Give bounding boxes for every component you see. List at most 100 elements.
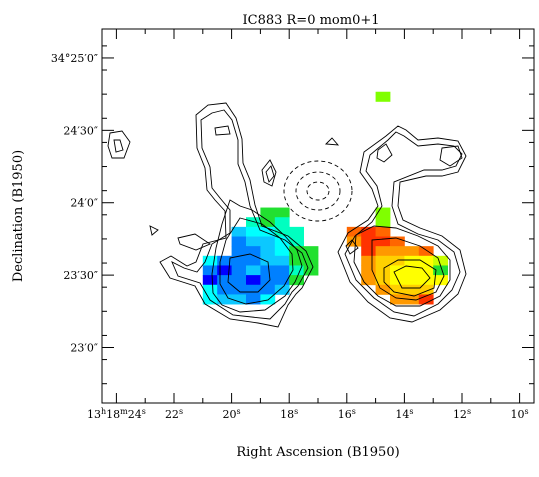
heatmap-pixel xyxy=(418,246,434,257)
plot-frame xyxy=(101,28,535,404)
heatmap-pixel xyxy=(390,275,405,286)
heatmap-pixel xyxy=(404,275,420,286)
heatmap-pixel xyxy=(217,255,232,266)
y-tick-label: 34°25′0″ xyxy=(51,52,98,65)
heatmap-pixel xyxy=(231,236,247,247)
heatmap-pixel xyxy=(231,265,247,276)
y-tick-label: 24′30″ xyxy=(63,124,98,137)
heatmap-pixel xyxy=(274,226,290,237)
heatmap-pixel xyxy=(246,255,261,266)
heatmap-pixel xyxy=(246,246,261,257)
heatmap-pixel xyxy=(361,226,376,237)
heatmap-pixel xyxy=(246,226,261,237)
heatmap-pixel xyxy=(289,236,304,247)
heatmap-pixel xyxy=(375,255,391,266)
heatmap-pixel xyxy=(361,265,376,276)
heatmap-pixel xyxy=(346,236,362,247)
heatmap-pixel xyxy=(289,255,304,266)
heatmap-pixel xyxy=(375,217,391,228)
heatmap-pixel xyxy=(361,255,376,266)
heatmap-pixel xyxy=(418,294,434,305)
heatmap-pixel xyxy=(260,275,276,286)
heatmap-pixel xyxy=(375,265,391,276)
heatmap-pixel xyxy=(375,275,391,286)
heatmap-pixel xyxy=(375,226,391,237)
heatmap-pixel xyxy=(231,246,247,257)
heatmap-pixel xyxy=(303,246,319,257)
negative-contours xyxy=(283,160,353,222)
heatmap-pixel xyxy=(361,246,376,257)
heatmap-pixel xyxy=(274,255,290,266)
heatmap-pixel xyxy=(390,246,405,257)
heatmap-pixel xyxy=(202,294,218,305)
heatmap-pixel xyxy=(390,284,405,295)
heatmap-pixel xyxy=(246,294,261,305)
heatmap-pixel xyxy=(231,294,247,305)
x-tick-label: 10s xyxy=(511,407,529,422)
heatmap-pixel xyxy=(260,217,276,228)
heatmap-pixel xyxy=(433,275,448,286)
heatmap-pixel xyxy=(260,265,276,276)
y-tick-label: 23′30″ xyxy=(63,269,98,282)
heatmap-pixel xyxy=(202,255,218,266)
heatmap-pixel xyxy=(217,275,232,286)
heatmap-pixel xyxy=(217,284,232,295)
heatmap-pixel xyxy=(375,246,391,257)
heatmap-pixel xyxy=(260,236,276,247)
heatmap-pixel xyxy=(418,284,434,295)
heatmap-pixel xyxy=(303,255,319,266)
heatmap-pixel xyxy=(289,265,304,276)
heatmap-pixel xyxy=(260,226,276,237)
heatmap-pixel xyxy=(231,226,247,237)
heatmap-pixel xyxy=(375,207,391,218)
heatmap-pixel xyxy=(217,294,232,305)
heatmap-pixel xyxy=(289,226,304,237)
heatmap-pixel xyxy=(231,275,247,286)
heatmap-pixel xyxy=(202,284,218,295)
heatmap-pixel xyxy=(231,284,247,295)
intensity-pixels xyxy=(202,91,448,305)
heatmap-pixel xyxy=(246,275,261,286)
heatmap-pixel xyxy=(246,265,261,276)
heatmap-pixel xyxy=(418,275,434,286)
heatmap-pixel xyxy=(375,236,391,247)
heatmap-pixel xyxy=(375,91,391,102)
intensity-contours xyxy=(107,102,467,328)
heatmap-pixel xyxy=(260,294,276,305)
heatmap-pixel xyxy=(217,265,232,276)
heatmap-pixel xyxy=(246,217,261,228)
heatmap-pixel xyxy=(260,207,276,218)
heatmap-pixel xyxy=(346,226,362,237)
heatmap-pixel xyxy=(361,275,376,286)
heatmap-pixel xyxy=(361,236,376,247)
dec-ticks: 34°25′0″ 24′30″ 24′0″ 23′30″ 23′0″ xyxy=(51,45,534,385)
x-tick-label: 22s xyxy=(165,407,183,422)
heatmap-pixel xyxy=(260,246,276,257)
y-axis-label: Declination (B1950) xyxy=(11,150,26,282)
heatmap-pixel xyxy=(390,236,405,247)
y-tick-label: 24′0″ xyxy=(70,197,98,210)
heatmap-pixel xyxy=(433,255,448,266)
heatmap-pixel xyxy=(274,246,290,257)
heatmap-pixel xyxy=(274,265,290,276)
heatmap-pixel xyxy=(433,265,448,276)
heatmap-pixel xyxy=(404,246,420,257)
heatmap-pixel xyxy=(390,294,405,305)
heatmap-pixel xyxy=(274,284,290,295)
heatmap-pixel xyxy=(404,284,420,295)
heatmap-pixel xyxy=(289,246,304,257)
heatmap-pixel xyxy=(404,265,420,276)
heatmap-pixel xyxy=(274,275,290,286)
heatmap-pixel xyxy=(246,284,261,295)
heatmap-pixel xyxy=(202,275,218,286)
heatmap-pixel xyxy=(274,217,290,228)
x-tick-label: 14s xyxy=(395,407,413,422)
heatmap-pixel xyxy=(418,255,434,266)
heatmap-pixel xyxy=(404,255,420,266)
heatmap-pixel xyxy=(274,207,290,218)
x-tick-label: 13h18m24s xyxy=(87,407,146,422)
x-tick-label: 16s xyxy=(338,407,356,422)
heatmap-pixel xyxy=(289,275,304,286)
x-tick-label: 12s xyxy=(453,407,471,422)
heatmap-pixel xyxy=(246,236,261,247)
